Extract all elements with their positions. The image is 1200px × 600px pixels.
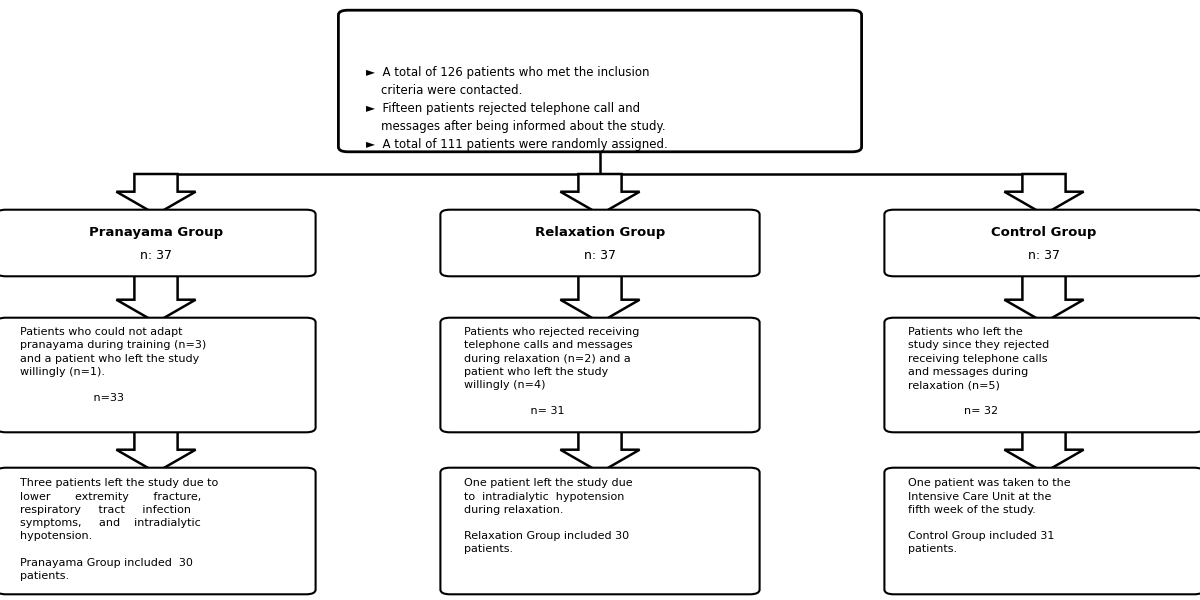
FancyBboxPatch shape [440,318,760,432]
FancyBboxPatch shape [440,468,760,594]
Text: One patient was taken to the
Intensive Care Unit at the
fifth week of the study.: One patient was taken to the Intensive C… [908,479,1072,554]
Text: Patients who left the
study since they rejected
receiving telephone calls
and me: Patients who left the study since they r… [908,328,1050,416]
FancyBboxPatch shape [338,10,862,152]
Text: Patients who could not adapt
pranayama during training (n=3)
and a patient who l: Patients who could not adapt pranayama d… [20,328,206,403]
FancyBboxPatch shape [440,210,760,276]
Polygon shape [1004,427,1084,473]
Text: Relaxation Group: Relaxation Group [535,226,665,239]
Text: Patients who rejected receiving
telephone calls and messages
during relaxation (: Patients who rejected receiving telephon… [464,328,640,416]
Text: n: 37: n: 37 [1028,249,1060,262]
Text: One patient left the study due
to  intradialytic  hypotension
during relaxation.: One patient left the study due to intrad… [464,479,634,554]
Polygon shape [560,271,640,323]
Text: Control Group: Control Group [991,226,1097,239]
Polygon shape [1004,271,1084,323]
Polygon shape [116,174,196,214]
Text: Three patients left the study due to
lower       extremity       fracture,
respi: Three patients left the study due to low… [20,479,218,581]
Polygon shape [560,174,640,214]
Text: Pranayama Group: Pranayama Group [89,226,223,239]
Polygon shape [116,427,196,473]
Polygon shape [1004,174,1084,214]
FancyBboxPatch shape [0,210,316,276]
Text: ►  A total of 126 patients who met the inclusion
    criteria were contacted.
► : ► A total of 126 patients who met the in… [366,66,667,151]
FancyBboxPatch shape [0,468,316,594]
Text: n: 37: n: 37 [584,249,616,262]
FancyBboxPatch shape [884,210,1200,276]
FancyBboxPatch shape [0,318,316,432]
FancyBboxPatch shape [884,318,1200,432]
FancyBboxPatch shape [884,468,1200,594]
Text: n: 37: n: 37 [140,249,172,262]
Polygon shape [116,271,196,323]
Polygon shape [560,427,640,473]
